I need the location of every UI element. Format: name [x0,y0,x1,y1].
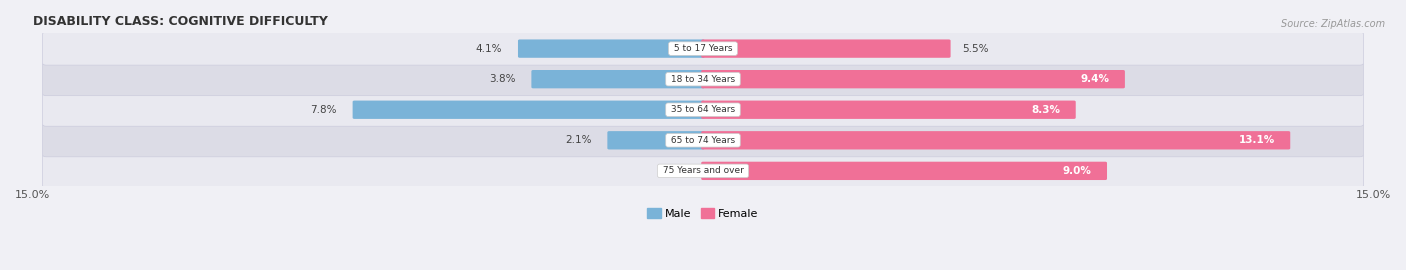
Text: 9.0%: 9.0% [1063,166,1092,176]
FancyBboxPatch shape [531,70,704,88]
Text: 7.8%: 7.8% [311,105,336,115]
Text: 8.3%: 8.3% [1032,105,1060,115]
Text: 65 to 74 Years: 65 to 74 Years [668,136,738,145]
FancyBboxPatch shape [702,162,1107,180]
Text: 2.1%: 2.1% [565,135,592,145]
Legend: Male, Female: Male, Female [643,204,763,223]
FancyBboxPatch shape [702,100,1076,119]
FancyBboxPatch shape [42,124,1364,157]
Text: DISABILITY CLASS: COGNITIVE DIFFICULTY: DISABILITY CLASS: COGNITIVE DIFFICULTY [32,15,328,28]
FancyBboxPatch shape [42,93,1364,126]
Text: 5 to 17 Years: 5 to 17 Years [671,44,735,53]
FancyBboxPatch shape [702,70,1125,88]
Text: 0.0%: 0.0% [659,166,685,176]
FancyBboxPatch shape [702,39,950,58]
FancyBboxPatch shape [42,154,1364,187]
FancyBboxPatch shape [353,100,704,119]
Text: 4.1%: 4.1% [475,44,502,54]
Text: 75 Years and over: 75 Years and over [659,166,747,175]
FancyBboxPatch shape [702,131,1291,150]
Text: 9.4%: 9.4% [1081,74,1109,84]
Text: 18 to 34 Years: 18 to 34 Years [668,75,738,84]
FancyBboxPatch shape [517,39,704,58]
FancyBboxPatch shape [42,63,1364,96]
Text: 35 to 64 Years: 35 to 64 Years [668,105,738,114]
Text: 3.8%: 3.8% [489,74,515,84]
FancyBboxPatch shape [42,32,1364,65]
Text: 13.1%: 13.1% [1239,135,1275,145]
FancyBboxPatch shape [607,131,704,150]
Text: Source: ZipAtlas.com: Source: ZipAtlas.com [1281,19,1385,29]
Text: 5.5%: 5.5% [962,44,988,54]
